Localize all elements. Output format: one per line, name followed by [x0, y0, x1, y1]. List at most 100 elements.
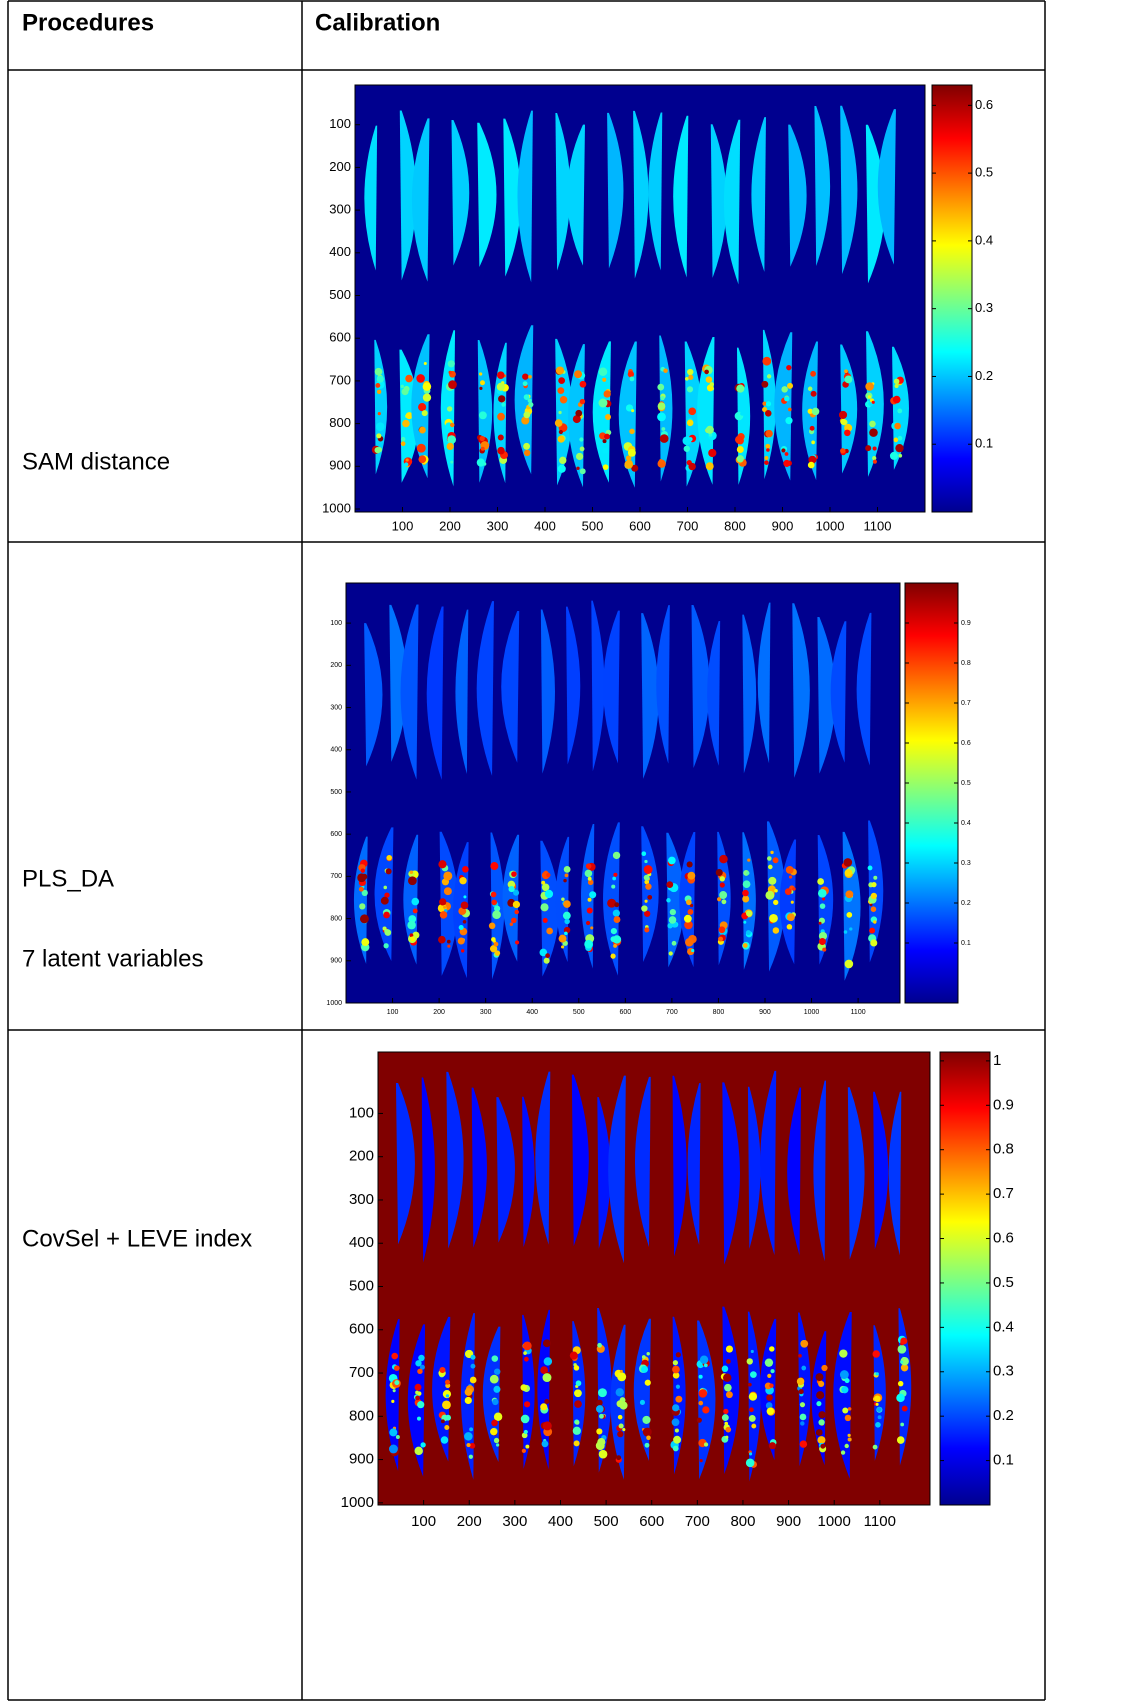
hot-spot: [498, 395, 506, 403]
hot-spot: [872, 1350, 880, 1358]
hot-spot: [900, 1364, 909, 1372]
hot-spot: [821, 1364, 828, 1372]
hot-spot: [616, 1455, 622, 1461]
hot-spot: [418, 1354, 425, 1362]
hot-spot: [631, 464, 639, 472]
leaf: [648, 112, 663, 271]
hot-spot: [587, 897, 592, 902]
hot-spot: [719, 854, 728, 864]
hot-spot: [786, 913, 795, 922]
hot-spot: [444, 1424, 450, 1430]
hot-spot: [840, 448, 846, 454]
plot-frame: [377, 1051, 931, 1506]
hot-spot: [439, 1366, 446, 1374]
hot-spot: [764, 410, 772, 417]
leaf: [603, 610, 620, 764]
hot-spot: [641, 905, 648, 912]
hot-spot: [751, 1423, 757, 1429]
hot-spot: [746, 871, 750, 875]
hot-spot: [872, 459, 877, 464]
hot-spot: [818, 921, 822, 925]
hot-spot: [843, 858, 853, 867]
hot-spot: [558, 934, 567, 943]
hot-spot: [815, 1373, 824, 1382]
y-tick-label: 1000: [326, 1000, 342, 1007]
hot-spot: [376, 422, 385, 431]
hot-spot: [409, 870, 414, 874]
colorbar-tick-label: 0.4: [961, 820, 971, 827]
hot-spot: [894, 383, 899, 389]
hot-spot: [448, 380, 457, 389]
hot-spot: [514, 909, 519, 915]
y-tick-label: 400: [330, 747, 342, 754]
hot-spot: [490, 891, 497, 898]
hot-spot: [745, 930, 751, 936]
hot-spot: [513, 889, 520, 896]
hot-spot: [639, 1399, 645, 1406]
hot-spot: [749, 1407, 754, 1413]
hot-spot: [470, 1363, 476, 1369]
hot-spot: [575, 1420, 580, 1425]
leaf: [597, 1097, 611, 1249]
hot-spot: [389, 1428, 398, 1437]
hot-spot: [705, 376, 713, 383]
hot-spot: [615, 1388, 624, 1397]
hot-spot: [525, 1444, 530, 1449]
hot-spot: [561, 897, 565, 902]
hot-spot: [512, 900, 521, 909]
hot-spot: [896, 1436, 905, 1444]
hot-spot: [766, 448, 770, 452]
hot-spot: [497, 434, 504, 441]
colorbar-tick-label: 0.4: [975, 232, 993, 247]
hot-spot: [572, 1426, 582, 1435]
hot-spot: [596, 1399, 603, 1406]
leaf: [517, 110, 533, 283]
hot-spot: [742, 880, 751, 889]
hot-spot: [491, 1355, 499, 1362]
hot-spot: [723, 1373, 732, 1382]
hot-spot: [585, 863, 592, 869]
hot-spot: [784, 452, 789, 456]
hot-spot: [541, 883, 550, 892]
hot-spot: [869, 927, 876, 934]
leaf: [395, 1082, 415, 1245]
hot-spot: [817, 889, 827, 898]
hot-spot: [497, 446, 505, 455]
hot-spot: [564, 918, 570, 925]
hot-spot: [749, 1452, 753, 1456]
hot-spot: [415, 1360, 422, 1367]
hot-spot: [614, 902, 620, 908]
hot-spot: [417, 1368, 423, 1375]
hot-spot: [644, 1379, 651, 1386]
hot-spot: [575, 452, 584, 461]
hot-spot: [783, 459, 791, 467]
hot-spot: [822, 947, 827, 952]
hot-spot: [520, 1414, 530, 1424]
hot-spot: [587, 876, 592, 881]
hot-spot: [900, 1422, 905, 1427]
hot-spot: [762, 356, 772, 366]
hot-spot: [405, 412, 413, 420]
hot-spot: [564, 873, 569, 878]
x-tick-label: 1000: [804, 1009, 820, 1016]
hot-spot: [801, 1365, 807, 1371]
hot-spot: [459, 877, 467, 885]
hot-spot: [696, 1417, 702, 1423]
hot-spot: [900, 1337, 908, 1345]
hot-spot: [573, 1440, 580, 1447]
colorbar-tick-label: 0.2: [993, 1407, 1014, 1424]
colorbar-tick-label: 0.1: [975, 436, 993, 451]
y-tick-label: 300: [329, 202, 351, 217]
hot-spot: [687, 368, 694, 376]
leaf: [455, 609, 469, 774]
hot-spot: [799, 1440, 808, 1448]
hot-spot: [772, 857, 779, 864]
leaf: [792, 603, 810, 778]
hot-spot: [709, 382, 714, 387]
procedure-label: SAM distance: [22, 448, 170, 475]
hot-spot: [865, 382, 874, 391]
hot-spot: [642, 1415, 651, 1424]
hot-spot: [618, 1423, 624, 1429]
colorbar-tick-label: 0.5: [993, 1274, 1014, 1291]
hot-spot: [383, 943, 389, 949]
